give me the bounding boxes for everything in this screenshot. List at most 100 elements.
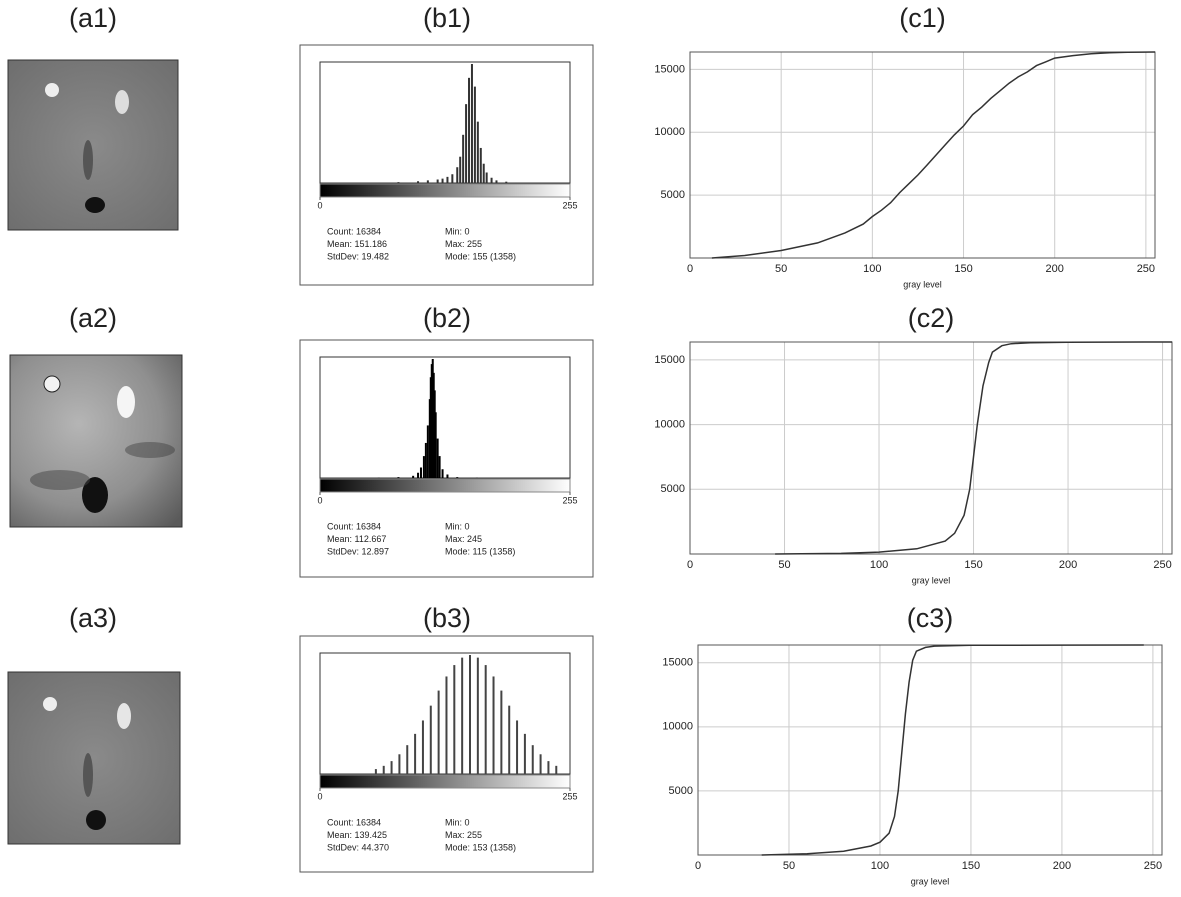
bar — [414, 733, 417, 774]
stat-text: Count: 16384 — [327, 817, 381, 827]
x-tick-label: 150 — [964, 559, 982, 571]
bar — [539, 754, 542, 774]
x-tick-label: 50 — [783, 860, 795, 872]
bar — [429, 705, 432, 774]
crater — [45, 83, 59, 97]
y-tick-label: 10000 — [654, 419, 685, 431]
x-axis-label: gray level — [912, 575, 951, 585]
stat-text: Mean: 112.667 — [327, 534, 386, 544]
crater — [43, 697, 57, 711]
bar — [453, 665, 456, 774]
bar — [505, 181, 508, 183]
bar — [500, 690, 503, 774]
bar — [422, 456, 425, 478]
y-tick-label: 15000 — [654, 354, 685, 366]
bar — [495, 180, 498, 183]
line-chart: (c3) 5000 10000 15000 0 50 100 150 200 250 gray le… — [662, 603, 1163, 886]
stat-text: Min: 0 — [445, 817, 470, 827]
x-tick-label: 200 — [1046, 263, 1064, 275]
y-tick-label: 5000 — [661, 189, 685, 201]
stat-text: Max: 245 — [445, 534, 482, 544]
chart-title: (b3) — [423, 603, 471, 633]
bar — [469, 655, 471, 774]
cdf-line — [711, 51, 1156, 259]
bar — [547, 761, 550, 774]
plot-frame — [697, 644, 1163, 856]
cdf-line — [775, 341, 1173, 555]
image-a2 — [9, 354, 183, 528]
stat-text: Max: 255 — [445, 830, 482, 840]
bar — [473, 86, 476, 183]
bar — [445, 676, 448, 774]
bar — [421, 720, 424, 774]
bar — [382, 765, 385, 774]
bar — [555, 765, 558, 774]
hill — [117, 386, 135, 418]
chart-title: (c1) — [899, 3, 946, 33]
y-tick-label: 10000 — [654, 126, 685, 138]
x-tick-label: 250 — [1137, 263, 1155, 275]
x-tick-label: 255 — [562, 495, 577, 505]
bar — [446, 474, 449, 478]
bar — [437, 690, 440, 774]
stat-text: Mode: 153 (1358) — [445, 842, 516, 852]
bar — [417, 181, 420, 183]
x-tick-label: 0 — [687, 559, 693, 571]
window-frame — [299, 339, 594, 578]
gray-bar — [319, 774, 571, 789]
bar — [531, 745, 534, 774]
image-a3 — [7, 671, 181, 845]
bar — [419, 467, 422, 478]
bar — [476, 657, 479, 774]
bar — [456, 477, 459, 478]
cdf-line — [761, 644, 1144, 856]
bar — [479, 147, 482, 183]
bar — [462, 134, 465, 183]
bar — [461, 657, 464, 774]
gray-bar — [319, 183, 571, 198]
histogram-window: (b1) 0 255 Count: 16384 Min: 0 Mean: 151.186 M… — [299, 3, 594, 286]
bar — [436, 438, 439, 478]
image-label: (a1) — [69, 3, 117, 33]
y-tick-label: 15000 — [654, 63, 685, 75]
bar — [485, 172, 488, 183]
bar — [451, 174, 454, 183]
stat-text: Mean: 139.425 — [327, 830, 387, 840]
x-tick-label: 250 — [1153, 559, 1171, 571]
ridge — [83, 140, 93, 180]
x-tick-label: 255 — [562, 200, 577, 210]
bar — [456, 167, 459, 183]
bar — [412, 475, 415, 478]
crater — [43, 375, 61, 393]
texture — [30, 470, 90, 490]
texture — [125, 442, 175, 458]
bar — [470, 64, 473, 183]
x-tick-label: 0 — [695, 860, 701, 872]
y-tick-label: 10000 — [662, 721, 693, 733]
histogram-window: (b2) 0 255 Count: 16384 Min: 0 Mean: 112.667 M… — [299, 303, 594, 578]
stat-text: Count: 16384 — [327, 521, 381, 531]
plot-frame — [319, 652, 571, 775]
bar — [516, 720, 519, 774]
bar — [397, 182, 400, 183]
shadow — [86, 810, 106, 830]
bar — [436, 179, 439, 183]
bar — [492, 676, 495, 774]
stat-text: StdDev: 19.482 — [327, 251, 389, 261]
stat-text: StdDev: 12.897 — [327, 546, 389, 556]
bar — [476, 121, 479, 183]
chart-title: (c2) — [908, 303, 955, 333]
bar — [390, 761, 393, 774]
bar — [417, 472, 420, 478]
x-tick-label: 0 — [317, 495, 322, 505]
y-tick-label: 5000 — [669, 785, 693, 797]
x-tick-label: 150 — [954, 263, 972, 275]
stat-text: Min: 0 — [445, 226, 470, 236]
bar — [397, 477, 400, 478]
bar — [438, 456, 441, 478]
hill — [117, 703, 131, 729]
bar — [374, 769, 377, 774]
plot-frame — [319, 61, 571, 184]
